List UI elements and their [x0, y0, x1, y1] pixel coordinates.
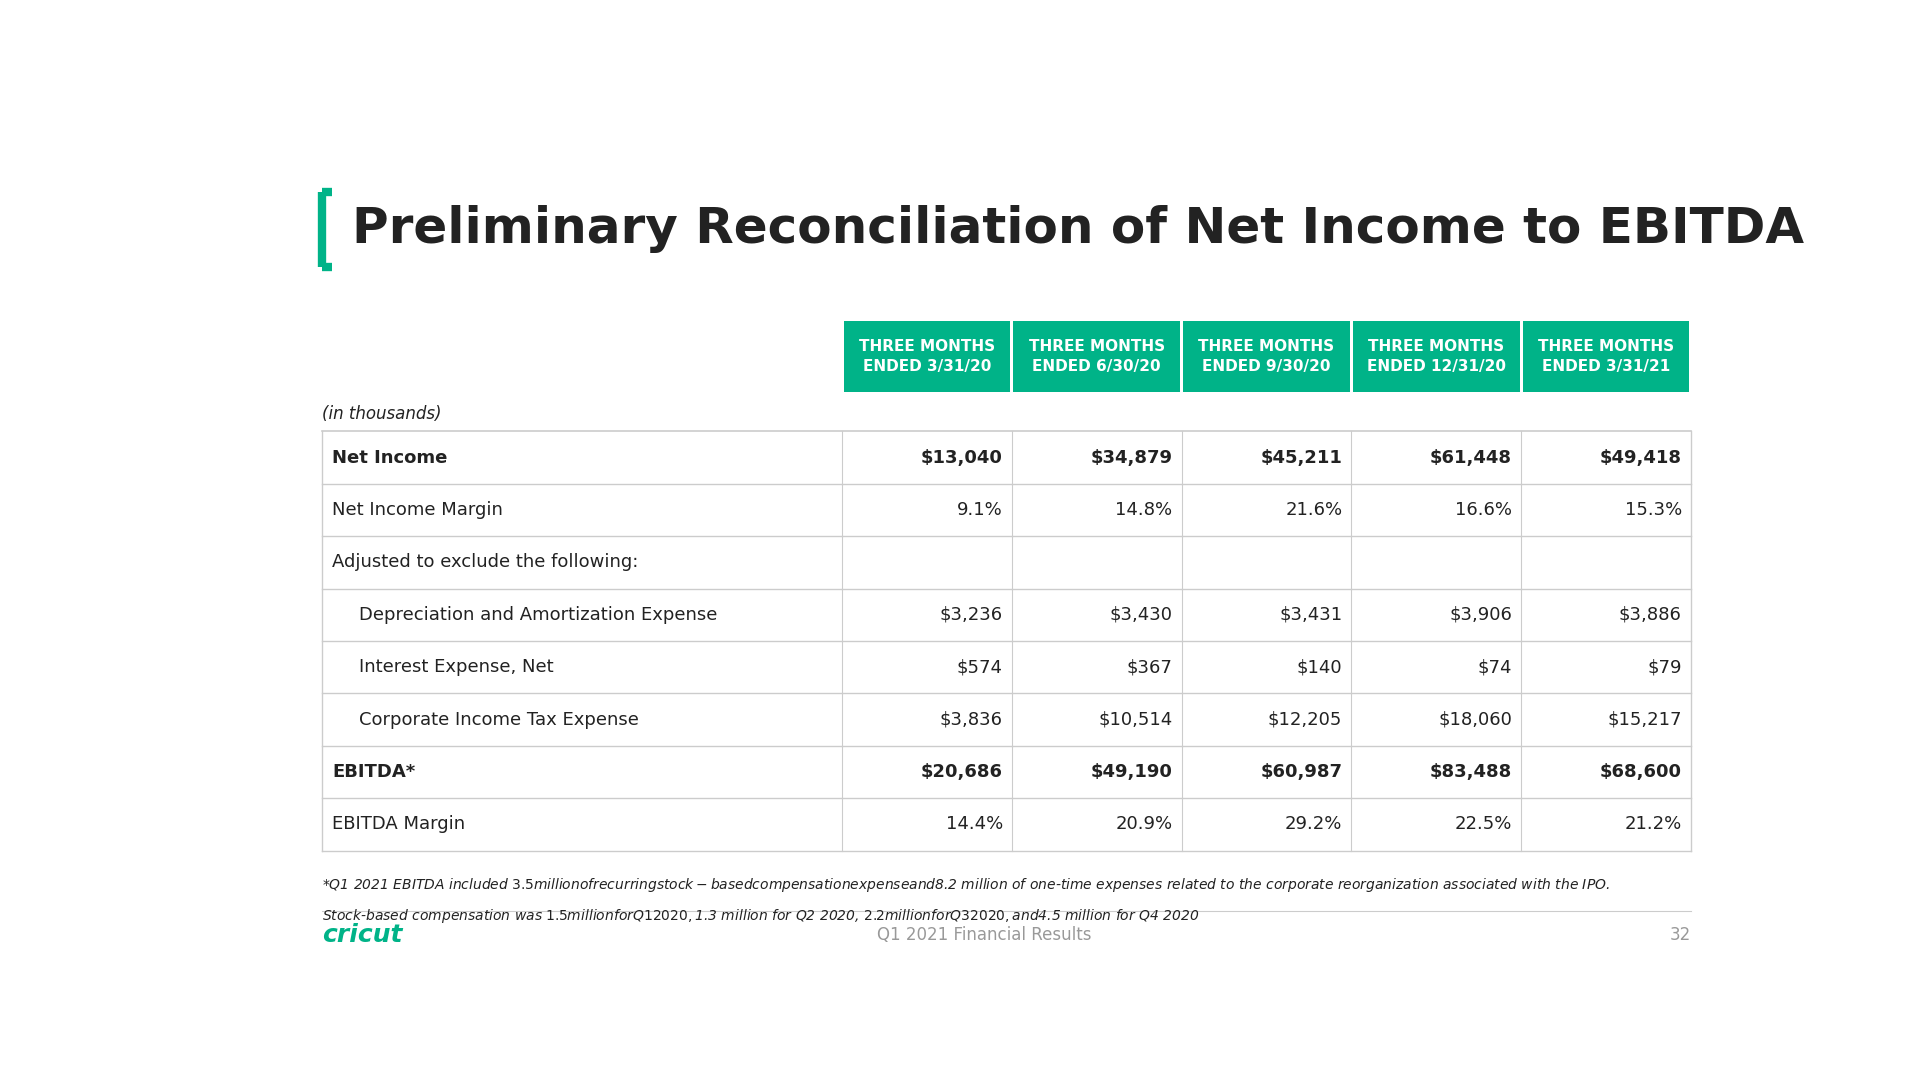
Text: 9.1%: 9.1%: [956, 501, 1002, 519]
Text: 16.6%: 16.6%: [1455, 501, 1513, 519]
Text: 21.6%: 21.6%: [1284, 501, 1342, 519]
Text: $49,190: $49,190: [1091, 762, 1173, 781]
Text: $68,600: $68,600: [1599, 762, 1682, 781]
Text: 14.8%: 14.8%: [1116, 501, 1173, 519]
Text: Depreciation and Amortization Expense: Depreciation and Amortization Expense: [359, 606, 718, 624]
Text: Stock-based compensation was $1.5 million for Q1 2020, $1.3 million for Q2 2020,: Stock-based compensation was $1.5 millio…: [323, 907, 1200, 926]
Text: Net Income Margin: Net Income Margin: [332, 501, 503, 519]
Text: 22.5%: 22.5%: [1455, 815, 1513, 834]
Text: $45,211: $45,211: [1261, 448, 1342, 467]
Text: Q1 2021 Financial Results: Q1 2021 Financial Results: [877, 926, 1091, 944]
Text: $61,448: $61,448: [1430, 448, 1513, 467]
Text: Adjusted to exclude the following:: Adjusted to exclude the following:: [332, 553, 639, 571]
Bar: [1183, 321, 1350, 392]
Text: THREE MONTHS
ENDED 3/31/20: THREE MONTHS ENDED 3/31/20: [858, 339, 995, 374]
Text: Interest Expense, Net: Interest Expense, Net: [359, 658, 553, 676]
Text: 14.4%: 14.4%: [947, 815, 1002, 834]
Text: $20,686: $20,686: [922, 762, 1002, 781]
Text: Preliminary Reconciliation of Net Income to EBITDA: Preliminary Reconciliation of Net Income…: [351, 205, 1803, 254]
Text: $83,488: $83,488: [1430, 762, 1513, 781]
Text: THREE MONTHS
ENDED 3/31/21: THREE MONTHS ENDED 3/31/21: [1538, 339, 1674, 374]
Bar: [1354, 321, 1519, 392]
Text: THREE MONTHS
ENDED 9/30/20: THREE MONTHS ENDED 9/30/20: [1198, 339, 1334, 374]
Text: EBITDA*: EBITDA*: [332, 762, 415, 781]
Text: 15.3%: 15.3%: [1624, 501, 1682, 519]
Text: $140: $140: [1296, 658, 1342, 676]
Text: 32: 32: [1670, 926, 1692, 944]
Text: $79: $79: [1647, 658, 1682, 676]
Text: 29.2%: 29.2%: [1284, 815, 1342, 834]
Text: Net Income: Net Income: [332, 448, 447, 467]
Text: $74: $74: [1478, 658, 1513, 676]
Bar: [1014, 321, 1181, 392]
Text: $15,217: $15,217: [1607, 711, 1682, 729]
Text: $18,060: $18,060: [1438, 711, 1513, 729]
Text: *Q1 2021 EBITDA included $3.5 million of recurring stock-based compensation expe: *Q1 2021 EBITDA included $3.5 million of…: [323, 876, 1609, 893]
Text: $3,836: $3,836: [941, 711, 1002, 729]
Text: $13,040: $13,040: [922, 448, 1002, 467]
Text: $12,205: $12,205: [1267, 711, 1342, 729]
Text: $3,430: $3,430: [1110, 606, 1173, 624]
Bar: [843, 321, 1010, 392]
Text: $367: $367: [1127, 658, 1173, 676]
Text: $10,514: $10,514: [1098, 711, 1173, 729]
Text: $3,886: $3,886: [1619, 606, 1682, 624]
Text: THREE MONTHS
ENDED 12/31/20: THREE MONTHS ENDED 12/31/20: [1367, 339, 1505, 374]
Text: $34,879: $34,879: [1091, 448, 1173, 467]
Text: $60,987: $60,987: [1260, 762, 1342, 781]
Text: Corporate Income Tax Expense: Corporate Income Tax Expense: [359, 711, 639, 729]
Text: $3,906: $3,906: [1450, 606, 1513, 624]
Text: THREE MONTHS
ENDED 6/30/20: THREE MONTHS ENDED 6/30/20: [1029, 339, 1165, 374]
Text: $574: $574: [956, 658, 1002, 676]
Text: $3,431: $3,431: [1279, 606, 1342, 624]
Text: (in thousands): (in thousands): [323, 405, 442, 423]
Text: $49,418: $49,418: [1599, 448, 1682, 467]
Text: EBITDA Margin: EBITDA Margin: [332, 815, 465, 834]
Text: cricut: cricut: [323, 922, 403, 946]
Bar: [1523, 321, 1690, 392]
Text: 21.2%: 21.2%: [1624, 815, 1682, 834]
Text: 20.9%: 20.9%: [1116, 815, 1173, 834]
Text: $3,236: $3,236: [939, 606, 1002, 624]
